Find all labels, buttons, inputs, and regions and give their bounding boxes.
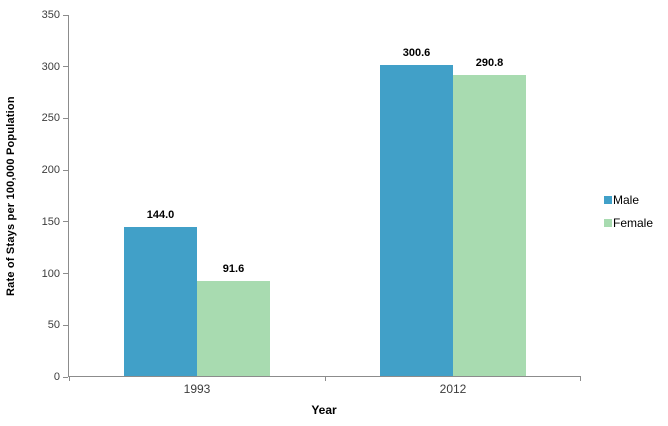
bar-value-label: 290.8 xyxy=(475,57,504,69)
y-tick-label: 300 xyxy=(41,60,60,73)
y-tick-mark xyxy=(63,117,68,119)
bar-male-1993 xyxy=(124,227,197,376)
y-tick-label: 350 xyxy=(41,9,60,21)
legend-label: Female xyxy=(613,216,654,230)
y-tick-mark xyxy=(63,14,68,16)
x-category-label: 2012 xyxy=(439,382,467,396)
y-tick-mark xyxy=(63,324,68,326)
x-tick-mark xyxy=(580,376,581,381)
x-tick-mark xyxy=(325,376,326,381)
x-category-label: 1993 xyxy=(183,382,211,396)
legend-swatch-male xyxy=(604,196,612,204)
plot-area: 0 50 100 150 200 250 300 350 1993 2012 144.0 300.6 9… xyxy=(42,9,581,396)
y-axis-title: Rate of Stays per 100,000 Population xyxy=(5,96,17,296)
y-tick-mark xyxy=(63,66,68,68)
y-tick-label: 200 xyxy=(41,164,60,177)
y-tick-mark xyxy=(63,273,68,275)
bar-female-1993 xyxy=(197,281,270,376)
bar-female-2012 xyxy=(453,75,526,376)
legend-label: Male xyxy=(613,193,640,207)
legend-swatch-female xyxy=(604,219,612,227)
y-tick-label: 150 xyxy=(41,215,60,228)
y-tick-label: 100 xyxy=(41,267,60,280)
bar-value-label: 91.6 xyxy=(222,263,245,275)
bar-male-2012 xyxy=(380,65,453,376)
legend-item-male: Male xyxy=(604,193,653,207)
y-tick-mark xyxy=(63,169,68,171)
bar-value-label: 300.6 xyxy=(402,47,431,59)
y-tick-mark xyxy=(63,221,68,223)
legend: Male Female xyxy=(604,193,653,239)
y-tick-label: 0 xyxy=(53,371,60,383)
y-tick-label: 50 xyxy=(47,319,60,332)
legend-item-female: Female xyxy=(604,216,653,230)
y-tick-label: 250 xyxy=(41,112,60,125)
y-tick-mark xyxy=(63,376,68,378)
x-tick-mark xyxy=(69,376,70,381)
bar-value-label: 144.0 xyxy=(146,209,175,221)
x-axis-title: Year xyxy=(311,403,337,417)
